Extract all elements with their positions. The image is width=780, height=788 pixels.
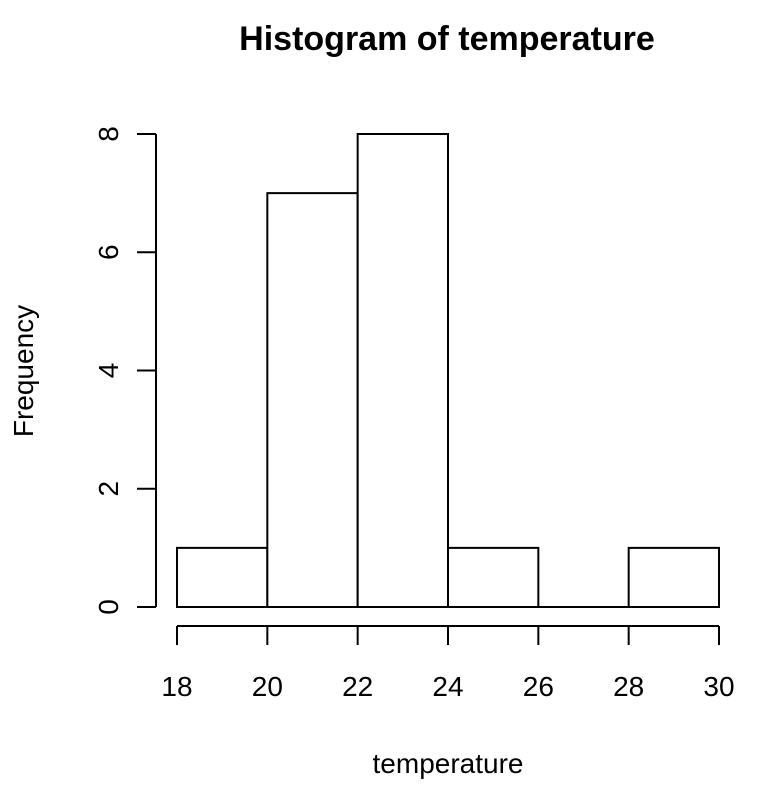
- x-tick-label-30: 30: [703, 671, 734, 702]
- y-tick-label-8: 8: [93, 126, 124, 142]
- x-axis-label: temperature: [373, 748, 524, 779]
- y-axis: 0 2 4 6 8: [93, 126, 157, 615]
- x-tick-label-26: 26: [523, 671, 554, 702]
- y-tick-label-4: 4: [93, 363, 124, 379]
- histogram-bar-24-26: [447, 546, 540, 608]
- y-axis-label: Frequency: [8, 305, 39, 437]
- x-tick-label-20: 20: [252, 671, 283, 702]
- histogram-bar-22-24: [356, 133, 449, 608]
- y-tick-label-2: 2: [93, 481, 124, 497]
- x-tick-label-22: 22: [342, 671, 373, 702]
- x-tick-label-28: 28: [613, 671, 644, 702]
- y-tick-label-6: 6: [93, 244, 124, 260]
- chart-title: Histogram of temperature: [239, 20, 655, 58]
- x-tick-label-24: 24: [432, 671, 463, 702]
- x-ticks: 18 20 22 24 26 28 30: [161, 626, 735, 702]
- histogram-bar-28-30: [627, 546, 721, 608]
- bars-group: [176, 133, 721, 608]
- y-ticks: 0 2 4 6 8: [93, 126, 156, 615]
- histogram-bar-18-20: [176, 546, 269, 608]
- x-axis: 18 20 22 24 26 28 30: [161, 625, 735, 702]
- x-tick-label-18: 18: [161, 671, 192, 702]
- y-tick-label-0: 0: [93, 599, 124, 615]
- histogram-bar-20-22: [266, 192, 359, 608]
